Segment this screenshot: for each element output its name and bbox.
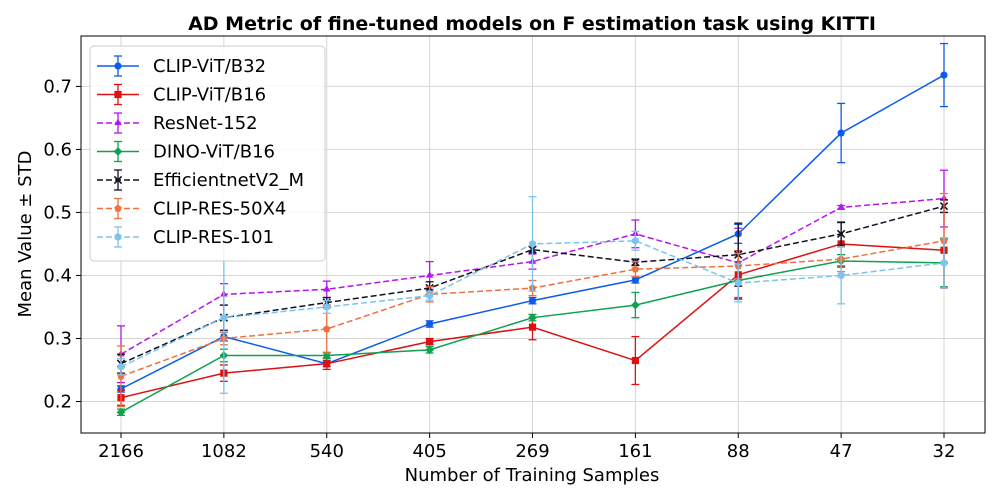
data-point bbox=[631, 236, 639, 245]
legend-marker bbox=[114, 62, 122, 70]
data-point bbox=[837, 271, 845, 280]
x-tick-label: 47 bbox=[830, 441, 853, 462]
legend-label: DINO-ViT/B16 bbox=[153, 142, 275, 163]
data-point bbox=[117, 362, 125, 371]
data-point bbox=[425, 271, 434, 278]
legend-marker bbox=[114, 204, 122, 212]
legend-marker bbox=[113, 147, 123, 156]
y-tick-label: 0.4 bbox=[43, 265, 72, 286]
legend-box bbox=[89, 45, 326, 262]
y-tick-label: 0.3 bbox=[43, 328, 72, 349]
data-point bbox=[631, 356, 639, 365]
legend-label: CLIP-ViT/B32 bbox=[153, 56, 266, 77]
series-line bbox=[120, 205, 945, 365]
data-point bbox=[837, 203, 845, 210]
x-tick-label: 161 bbox=[618, 441, 652, 462]
x-tick-label: 1082 bbox=[201, 441, 247, 462]
data-point bbox=[528, 313, 537, 322]
data-point bbox=[426, 320, 434, 328]
legend-marker bbox=[114, 90, 122, 99]
data-point bbox=[426, 338, 434, 346]
legend: CLIP-ViT/B32 CLIP-ViT/B16 ResNet-152 DINO-V… bbox=[89, 45, 326, 262]
data-point bbox=[117, 372, 125, 380]
legend-label: ResNet-152 bbox=[153, 113, 258, 134]
data-point bbox=[940, 258, 948, 267]
legend-item: ResNet-152 bbox=[97, 112, 258, 134]
x-tick-label: 32 bbox=[933, 441, 956, 462]
data-point bbox=[734, 279, 742, 287]
y-tick-label: 0.5 bbox=[43, 202, 72, 223]
data-point bbox=[425, 345, 434, 355]
data-point bbox=[631, 265, 640, 273]
data-point bbox=[528, 323, 537, 331]
data-point bbox=[837, 129, 845, 137]
data-point bbox=[322, 325, 331, 333]
legend-item: DINO-ViT/B16 bbox=[97, 140, 275, 163]
y-tick-label: 0.2 bbox=[43, 391, 72, 412]
legend-label: CLIP-RES-101 bbox=[153, 227, 274, 248]
legend-marker bbox=[114, 233, 122, 241]
legend-label: EfficientnetV2_M bbox=[153, 170, 304, 191]
y-tick-label: 0.7 bbox=[43, 76, 72, 97]
data-point bbox=[220, 313, 228, 322]
x-tick-label: 540 bbox=[310, 441, 344, 462]
legend-label: CLIP-ViT/B16 bbox=[153, 85, 266, 106]
series-line bbox=[120, 197, 945, 355]
data-point bbox=[940, 71, 948, 79]
legend-marker bbox=[113, 175, 123, 185]
legend-item: CLIP-RES-101 bbox=[97, 226, 274, 248]
legend-marker bbox=[114, 118, 122, 126]
data-point bbox=[631, 300, 640, 310]
series-group bbox=[117, 196, 948, 394]
chart-title: AD Metric of fine-tuned models on F esti… bbox=[188, 13, 876, 35]
legend-label: CLIP-RES-50X4 bbox=[153, 199, 286, 220]
legend-item: CLIP-ViT/B32 bbox=[97, 55, 266, 77]
data-point bbox=[529, 239, 536, 248]
legend-item: EfficientnetV2_M bbox=[97, 169, 304, 191]
series-layer bbox=[116, 42, 949, 417]
x-tick-label: 269 bbox=[515, 441, 549, 462]
data-point bbox=[323, 285, 331, 292]
data-point bbox=[323, 360, 331, 368]
axes: 2166 1082 540 405 269 161 88 47 32 0.2 0.3 0.4 0.5 0.… bbox=[43, 76, 955, 462]
x-axis-title: Number of Training Samples bbox=[405, 465, 660, 486]
data-point bbox=[631, 276, 639, 284]
x-tick-label: 405 bbox=[412, 441, 446, 462]
data-point bbox=[836, 229, 846, 239]
x-tick-label: 88 bbox=[727, 441, 750, 462]
y-tick-label: 0.6 bbox=[43, 139, 72, 160]
legend-item: CLIP-RES-50X4 bbox=[97, 197, 286, 220]
data-point bbox=[426, 291, 434, 300]
y-axis-title: Mean Value ± STD bbox=[15, 150, 36, 317]
x-tick-label: 2166 bbox=[98, 441, 144, 462]
data-point bbox=[323, 303, 331, 311]
data-point bbox=[116, 407, 126, 417]
legend-item: CLIP-ViT/B16 bbox=[97, 83, 266, 106]
data-point bbox=[528, 297, 537, 305]
